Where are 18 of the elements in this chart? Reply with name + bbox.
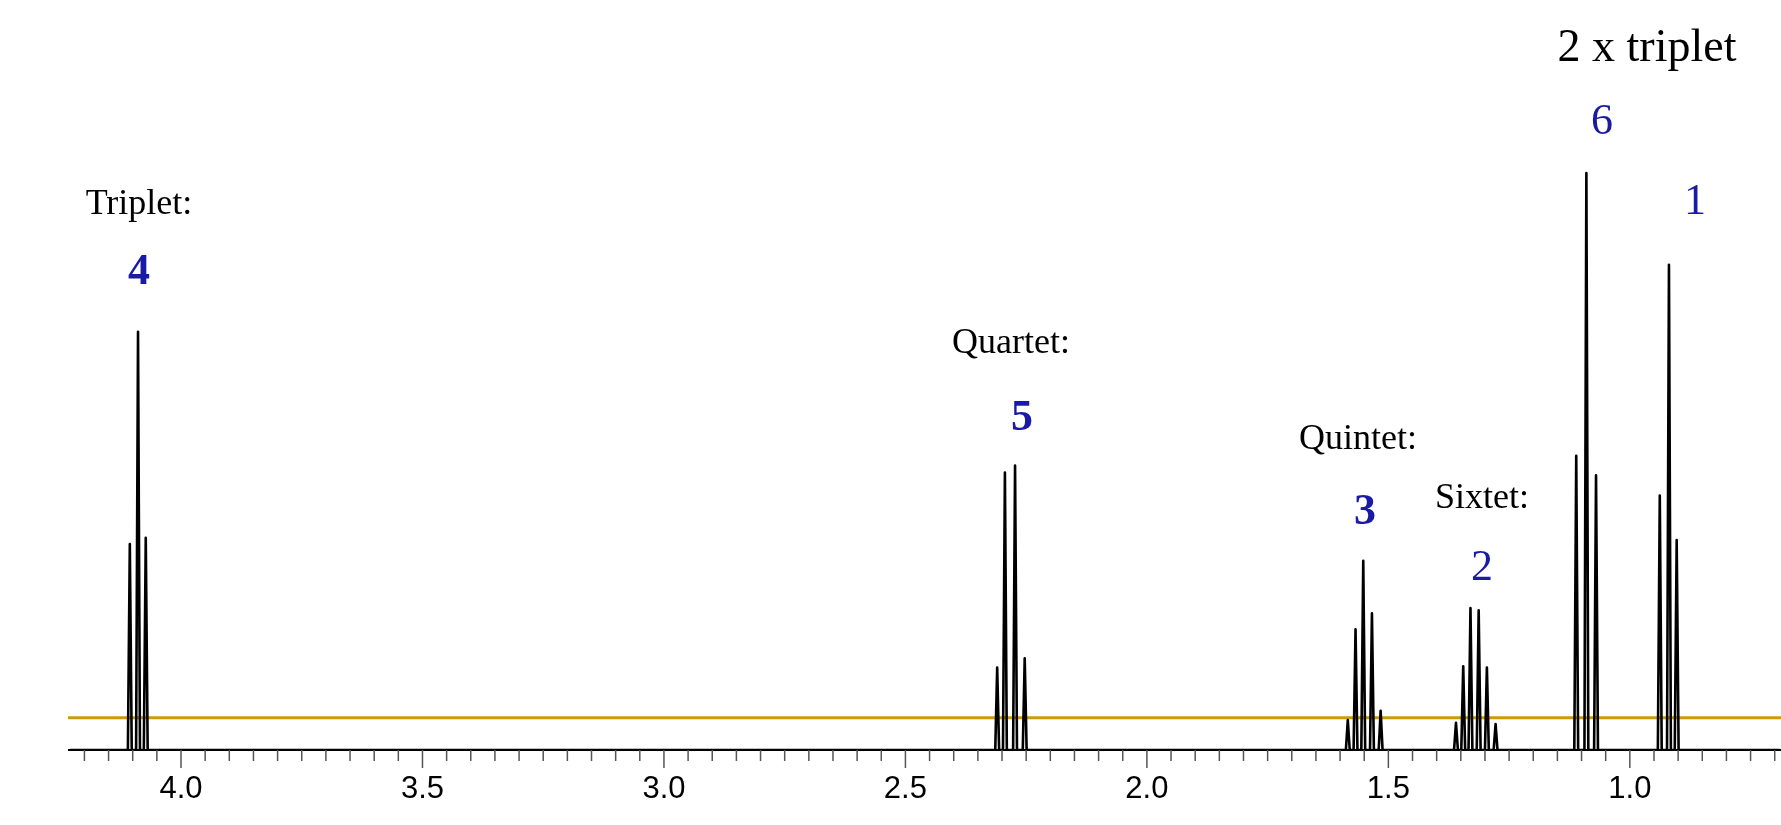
annotation: 5	[1011, 390, 1033, 440]
annotation: 4	[128, 244, 150, 294]
text: 6	[1591, 94, 1613, 144]
x-tick-label: 2.0	[1125, 770, 1169, 805]
annotation: Triplet:	[85, 182, 193, 222]
x-tick-label: 4.0	[159, 770, 203, 805]
x-tick-label: 3.0	[642, 770, 686, 805]
x-tick-label: 2.5	[883, 770, 927, 805]
annotation: Quartet:	[952, 321, 1070, 361]
annotation: 1	[1684, 174, 1706, 224]
text: 2 x triplet	[1557, 19, 1737, 71]
annotation: Quintet:	[1299, 417, 1417, 457]
annotation: 2	[1471, 540, 1493, 590]
x-tick-label: 1.5	[1366, 770, 1410, 805]
x-tick-label: 1.0	[1608, 770, 1652, 805]
annotation: 3	[1354, 484, 1376, 534]
x-tick-label: 3.5	[400, 770, 445, 805]
annotation: Sixtet:	[1434, 476, 1530, 516]
